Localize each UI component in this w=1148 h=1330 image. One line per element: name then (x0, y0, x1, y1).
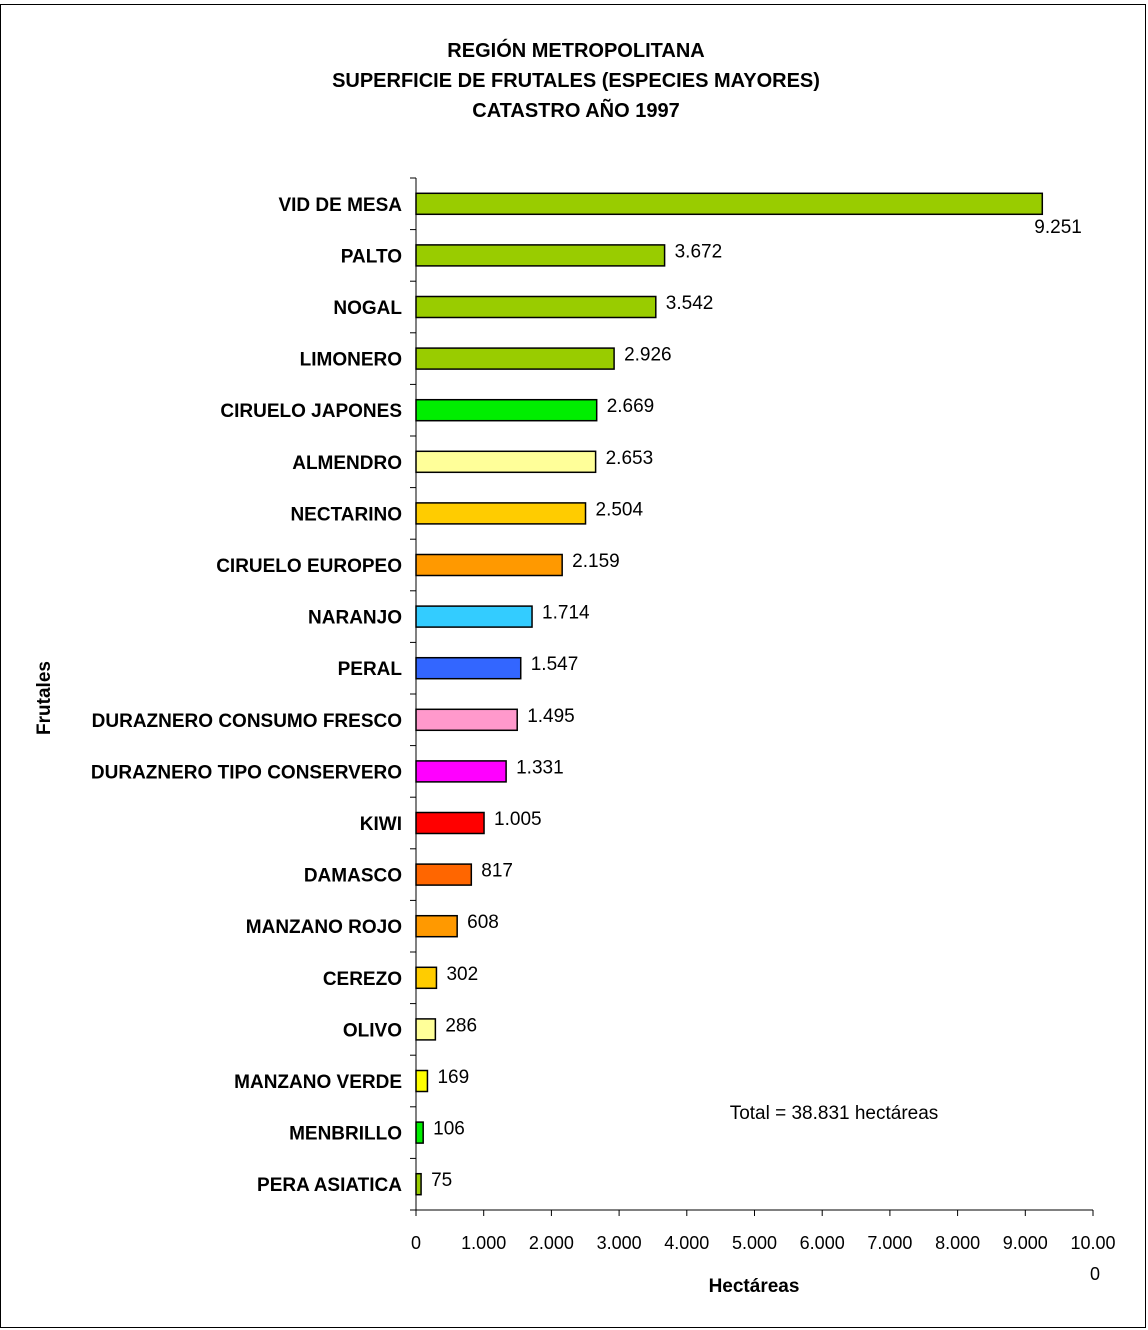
value-label: 1.331 (516, 757, 564, 778)
value-label: 608 (467, 912, 499, 933)
category-labels: VID DE MESA PALTO NOGAL LIMONERO CIRUELO JAP… (91, 195, 402, 1196)
bar (415, 450, 597, 474)
x-tick-label: 3.000 (597, 1233, 642, 1253)
category-label: DURAZNERO TIPO CONSERVERO (91, 762, 402, 783)
total-annotation: Total = 38.831 hectáreas (730, 1103, 939, 1124)
bar (415, 605, 533, 628)
bar (415, 863, 473, 886)
value-label: 169 (437, 1067, 469, 1088)
value-label: 1.495 (527, 706, 575, 727)
bar (415, 1018, 437, 1041)
value-label: 302 (446, 964, 478, 985)
value-label: 3.672 (675, 241, 723, 262)
category-label: KIWI (360, 814, 402, 835)
bar (415, 914, 458, 938)
x-tick-label: 9.000 (1003, 1233, 1048, 1253)
bar (415, 295, 657, 319)
category-label: DAMASCO (304, 866, 402, 887)
category-label: LIMONERO (300, 350, 402, 371)
x-axis-label: Hectáreas (709, 1276, 800, 1297)
value-label: 106 (433, 1119, 465, 1140)
category-label: VID DE MESA (278, 195, 402, 216)
x-tick-labels: 0 1.000 2.000 3.000 4.000 5.000 6.000 7.000 8.00… (411, 1233, 1116, 1284)
category-label: CIRUELO JAPONES (220, 401, 402, 422)
x-tick-label: 1.000 (461, 1233, 506, 1253)
category-label: DURAZNERO CONSUMO FRESCO (92, 711, 402, 732)
x-tick-label: 8.000 (935, 1233, 980, 1253)
x-tick-label: 10.00 (1070, 1233, 1115, 1253)
value-label: 286 (445, 1015, 477, 1036)
axes (410, 177, 1094, 1216)
category-label: OLIVO (343, 1020, 402, 1041)
category-label: NECTARINO (290, 504, 402, 525)
bar (415, 760, 507, 783)
value-label: 9.251 (1034, 217, 1082, 238)
category-label: CEREZO (323, 969, 402, 990)
value-label: 3.542 (666, 293, 714, 314)
category-label: PALTO (341, 246, 402, 267)
x-tick-label: 0 (411, 1233, 421, 1253)
x-tick-label: 6.000 (800, 1233, 845, 1253)
category-label: MENBRILLO (289, 1124, 402, 1145)
value-label: 1.547 (531, 654, 579, 675)
chart-title-line: SUPERFICIE DE FRUTALES (ESPECIES MAYORES… (332, 70, 820, 92)
x-tick-label: 7.000 (867, 1233, 912, 1253)
value-label: 2.669 (607, 396, 655, 417)
value-label: 2.159 (572, 551, 620, 572)
value-label: 2.926 (624, 345, 672, 366)
value-label: 75 (431, 1170, 452, 1191)
bar (415, 192, 1044, 216)
category-label: PERA ASIATICA (257, 1175, 402, 1196)
x-tick-label: 5.000 (732, 1233, 777, 1253)
chart-frame (0, 4, 1146, 1328)
bar (415, 244, 666, 267)
y-axis-label: Frutales (34, 661, 55, 735)
category-label: NOGAL (333, 298, 402, 319)
x-tick-label: 0 (1090, 1264, 1100, 1284)
category-label: PERAL (338, 659, 403, 680)
chart-title-line: CATASTRO AÑO 1997 (472, 99, 679, 122)
value-label: 1.714 (542, 603, 590, 624)
x-tick-label: 4.000 (664, 1233, 709, 1253)
bar (415, 811, 485, 835)
category-label: MANZANO ROJO (246, 917, 402, 938)
chart-title-line: REGIÓN METROPOLITANA (447, 38, 704, 62)
category-label: NARANJO (308, 608, 402, 629)
x-tick-label: 2.000 (529, 1233, 574, 1253)
category-label: CIRUELO EUROPEO (216, 556, 402, 577)
bar (415, 656, 522, 680)
bar (415, 1172, 422, 1196)
bar (415, 966, 438, 990)
bar (415, 1069, 429, 1093)
value-label: 2.504 (596, 499, 644, 520)
value-labels: 9.251 3.672 3.542 2.926 2.669 2.653 2.504 2.159… (431, 217, 1082, 1191)
bar (415, 708, 518, 732)
bars (415, 192, 1044, 1196)
bar (415, 502, 587, 525)
value-label: 1.005 (494, 809, 542, 830)
bar (415, 1121, 424, 1144)
category-label: MANZANO VERDE (234, 1072, 402, 1093)
bar (415, 553, 563, 577)
bar (415, 398, 598, 422)
category-label: ALMENDRO (292, 453, 402, 474)
value-label: 2.653 (606, 448, 654, 469)
value-label: 817 (481, 861, 513, 882)
chart-title: REGIÓN METROPOLITANA SUPERFICIE DE FRUTAL… (332, 38, 820, 122)
bar (415, 347, 615, 370)
